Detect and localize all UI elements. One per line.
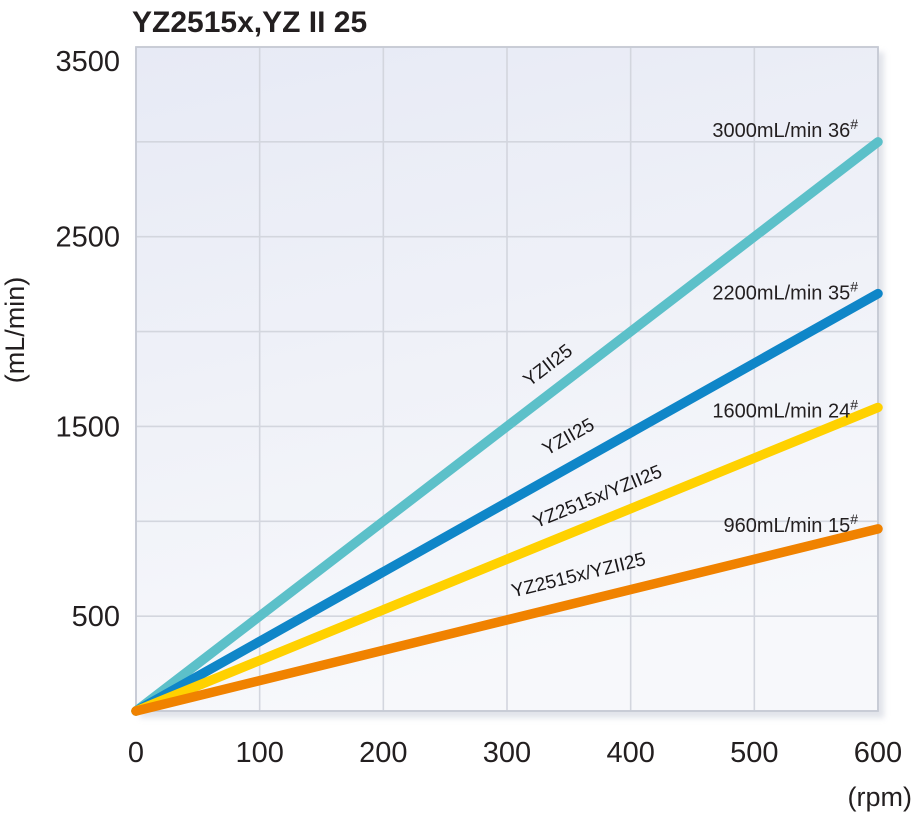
series-end-label: 960mL/min 15#: [723, 511, 858, 537]
series-line: [131, 524, 883, 716]
series-line: [131, 137, 883, 716]
x-tick-label: 100: [235, 737, 283, 769]
chart-title: YZ2515x,YZ II 25: [132, 6, 367, 39]
x-axis-unit-label: (rpm): [848, 782, 912, 812]
y-tick-label: 3500: [55, 46, 120, 78]
series-line: [131, 288, 883, 716]
series-end-label: 1600mL/min 24#: [712, 396, 858, 422]
series-end-label: 2200mL/min 35#: [712, 279, 858, 305]
x-tick-label: 400: [606, 737, 654, 769]
y-tick-label: 500: [72, 601, 120, 633]
y-tick-label: 2500: [55, 222, 120, 254]
y-tick-label: 1500: [55, 411, 120, 443]
x-tick-label: 200: [359, 737, 407, 769]
y-axis-label: (mL/min): [0, 277, 30, 384]
series-end-label: 3000mL/min 36#: [712, 116, 858, 142]
plot-border: [135, 46, 879, 712]
x-tick-label: 500: [730, 737, 778, 769]
x-tick-label: 300: [483, 737, 531, 769]
x-tick-label: 600: [854, 737, 902, 769]
series-line: [131, 402, 883, 716]
x-tick-label: 0: [128, 737, 144, 769]
